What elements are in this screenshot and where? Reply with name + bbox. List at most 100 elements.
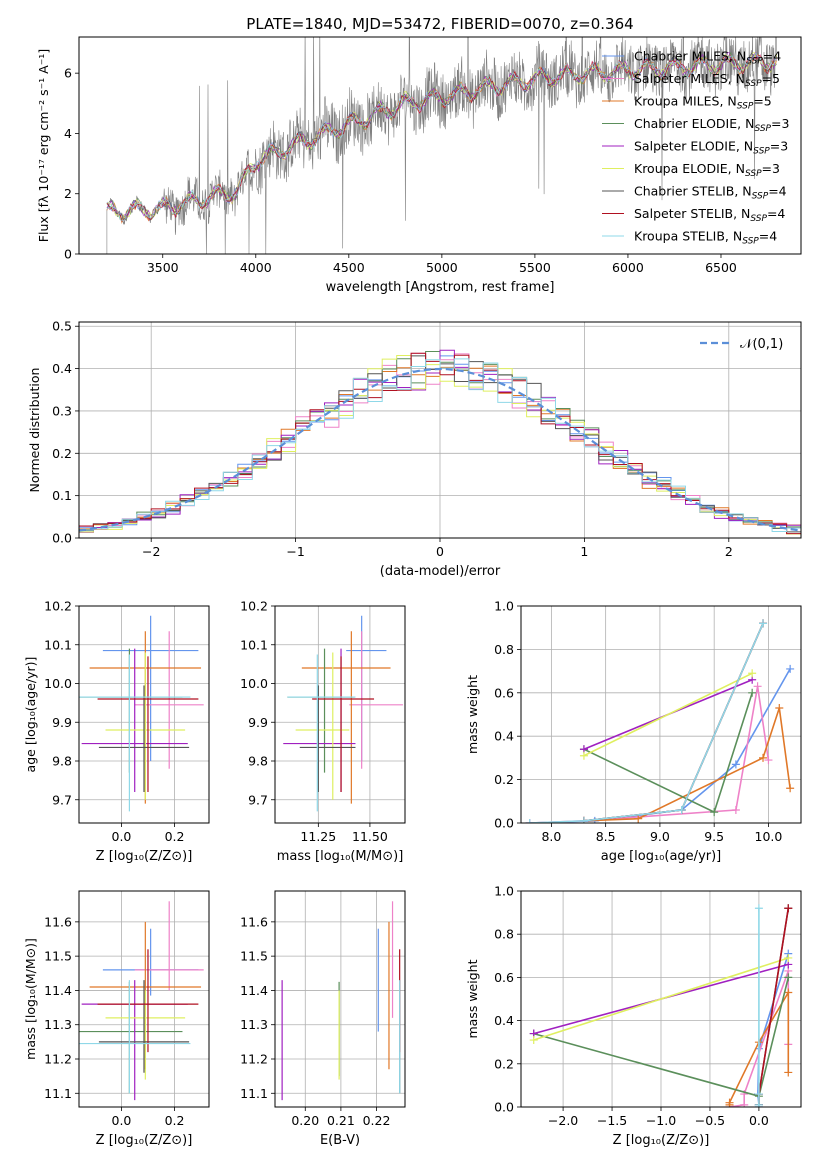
weight-vs-z-weight-marker [784, 904, 793, 913]
legend-label: Kroupa STELIB, NSSP=4 [634, 229, 777, 247]
weight-vs-age-weight-marker [753, 682, 762, 691]
spectrum-xtick-label: 6500 [705, 260, 737, 275]
weight-vs-age-ytick-label: 0.0 [494, 816, 514, 831]
mass-vs-ebv-ytick-label: 11.5 [240, 949, 268, 964]
weight-vs-z-xtick-label: −0.5 [695, 1113, 725, 1128]
age-vs-z-ytick-label: 9.8 [52, 754, 72, 769]
legend-label: Chabrier MILES, NSSP=4 [634, 49, 781, 67]
weight-vs-z-ytick-label: 0.6 [494, 970, 514, 985]
spectrum-xtick-label: 4000 [240, 260, 272, 275]
mass-vs-z-ytick-label: 11.2 [44, 1052, 72, 1067]
residuals-ytick-label: 0.5 [52, 319, 72, 334]
mass-vs-ebv-axes: 0.20 0.21 0.22 11.1 11.2 11.3 11.4 11.5 11.6 E(B-… [240, 890, 406, 1148]
mass-vs-z-ytick-label: 11.6 [44, 914, 72, 929]
spectrum-plot-area [106, 37, 778, 254]
mass-vs-z-frame [78, 890, 210, 1108]
age-vs-mass-ytick-label: 10.0 [240, 676, 268, 691]
spectrum-ylabel: Flux [fλ 10⁻¹⁷ erg cm⁻² s⁻¹ A⁻¹] [36, 49, 51, 242]
spectrum-xtick-label: 4500 [333, 260, 365, 275]
age-vs-mass-xlabel: mass [log₁₀(M/M⊙)] [277, 849, 404, 864]
weight-vs-age-weight-marker [710, 808, 719, 817]
age-vs-z-axes: 0.0 0.2 9.7 9.8 9.9 10.0 10.1 10.2 Z [log₁₀(Z/Z⊙… [23, 599, 210, 864]
weight-vs-z-weight-marker [529, 1036, 538, 1045]
age-vs-z-ylabel: age [log₁₀(age/yr)] [23, 657, 38, 773]
age-vs-mass-ytick-label: 9.9 [248, 715, 268, 730]
weight-vs-age-weight-marker [579, 816, 588, 823]
age-vs-z-xtick-label: 0.2 [165, 829, 185, 844]
spectrum-ytick-label: 0 [64, 247, 72, 262]
normal-curve [79, 367, 801, 532]
weight-vs-age-weight-marker [731, 805, 740, 814]
mass-vs-ebv-frame [274, 890, 406, 1108]
mass-vs-ebv-xtick-label: 0.20 [291, 1113, 319, 1128]
age-vs-z-xtick-label: 0.0 [112, 829, 132, 844]
weight-vs-age-xtick-label: 10.0 [755, 829, 783, 844]
legend-label: Chabrier ELODIE, NSSP=3 [634, 116, 789, 134]
mass-vs-z-ytick-label: 11.5 [44, 949, 72, 964]
residuals-ytick-label: 0.3 [52, 403, 72, 418]
spectrum-model-line [106, 52, 777, 221]
weight-vs-age-frame [520, 605, 802, 824]
weight-vs-z-weight-marker [754, 904, 763, 913]
mass-vs-z-ytick-label: 11.1 [44, 1086, 72, 1101]
residuals-xtick-label: 0 [436, 544, 444, 559]
weight-vs-age-weight-marker [748, 688, 757, 697]
spectrum-frame [78, 36, 802, 255]
weight-vs-age-weight-marker [759, 753, 768, 762]
spectrum-legend: Chabrier MILES, NSSP=4 Salpeter MILES, NS… [602, 49, 789, 247]
histogram-step [79, 358, 801, 532]
mass-vs-z-xtick-label: 0.2 [165, 1113, 185, 1128]
age-vs-mass-xtick-label: 11.50 [352, 829, 388, 844]
figure-title: PLATE=1840, MJD=53472, FIBERID=0070, z=0… [246, 15, 633, 33]
weight-vs-z-weight-marker [754, 1090, 763, 1099]
mass-vs-ebv-xlabel: E(B-V) [320, 1133, 360, 1148]
weight-vs-z-xtick-label: 0.0 [749, 1113, 769, 1128]
mass-vs-ebv-ytick-label: 11.6 [240, 914, 268, 929]
weight-vs-z-ytick-label: 0.0 [494, 1100, 514, 1115]
weight-vs-z-xtick-label: −1.5 [597, 1113, 627, 1128]
age-vs-z-ytick-label: 10.2 [44, 599, 72, 614]
spectrum-model-line [106, 52, 778, 219]
weight-vs-age-ytick-label: 1.0 [494, 599, 514, 614]
weight-vs-age-weight-marker [634, 814, 643, 823]
legend-label: Chabrier STELIB, NSSP=4 [634, 184, 787, 202]
residuals-ytick-label: 0.0 [52, 531, 72, 546]
spectrum-ytick-label: 4 [64, 126, 72, 141]
weight-vs-age-weight-marker [731, 760, 740, 769]
mass-vs-z-plot-area [79, 901, 204, 1101]
age-vs-z-ytick-label: 10.0 [44, 676, 72, 691]
age-vs-mass-ytick-label: 10.1 [240, 637, 268, 652]
weight-vs-z-weight-line [533, 957, 789, 1041]
weight-vs-age-xlabel: age [log₁₀(age/yr)] [601, 849, 722, 864]
residuals-ytick-label: 0.2 [52, 446, 72, 461]
weight-vs-z-weight-marker [784, 973, 793, 982]
mass-vs-z-ytick-label: 11.3 [44, 1017, 72, 1032]
age-vs-mass-ytick-label: 9.7 [248, 792, 268, 807]
residuals-ytick-label: 0.1 [52, 488, 72, 503]
weight-vs-z-frame [520, 890, 802, 1108]
residuals-xtick-label: 2 [725, 544, 733, 559]
weight-vs-z-ytick-label: 0.8 [494, 927, 514, 942]
mass-vs-z-axes: 0.0 0.2 11.1 11.2 11.3 11.4 11.5 11.6 Z [log₁₀(Z… [23, 890, 210, 1148]
weight-vs-z-ytick-label: 0.2 [494, 1056, 514, 1071]
residuals-xtick-label: −2 [142, 544, 160, 559]
mass-vs-z-ylabel: mass [log₁₀(M/M⊙)] [23, 938, 38, 1060]
mass-vs-z-xtick-label: 0.0 [112, 1113, 132, 1128]
age-vs-mass-axes: 11.25 11.50 9.7 9.8 9.9 10.0 10.1 10.2 mass [log… [240, 599, 406, 864]
mass-vs-z-ytick-label: 11.4 [44, 983, 72, 998]
mass-vs-ebv-ytick-label: 11.1 [240, 1086, 268, 1101]
mass-vs-ebv-xtick-label: 0.21 [327, 1113, 355, 1128]
spectrum-xtick-label: 3500 [147, 260, 179, 275]
weight-vs-z-weight-marker [784, 988, 793, 997]
weight-vs-age-ytick-label: 0.6 [494, 685, 514, 700]
age-vs-mass-frame [274, 605, 406, 824]
age-vs-z-xlabel: Z [log₁₀(Z/Z⊙)] [96, 849, 193, 864]
weight-vs-age-xtick-label: 8.0 [541, 829, 561, 844]
spectrum-xtick-label: 5000 [426, 260, 458, 275]
mass-vs-ebv-plot-area [281, 901, 401, 1101]
spectrum-xtick-label: 5500 [519, 260, 551, 275]
residuals-xlabel: (data-model)/error [380, 564, 501, 579]
weight-vs-age-ytick-label: 0.4 [494, 729, 514, 744]
mass-vs-z-xlabel: Z [log₁₀(Z/Z⊙)] [96, 1133, 193, 1148]
